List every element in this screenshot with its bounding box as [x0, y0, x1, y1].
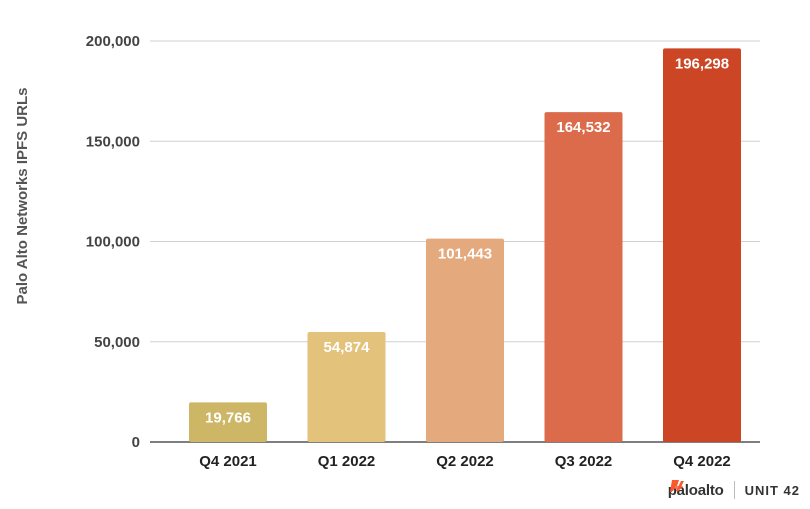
x-category-label: Q2 2022 [436, 453, 494, 470]
bar [544, 112, 623, 442]
y-tick-label: 0 [132, 434, 140, 451]
bars [189, 48, 741, 442]
x-category-label: Q3 2022 [555, 453, 613, 470]
x-category-label: Q4 2021 [199, 453, 257, 470]
y-axis-ticks: 0 50,000 100,000 150,000 200,000 [86, 33, 140, 451]
bar [426, 238, 504, 442]
bar-value-label: 196,298 [675, 55, 729, 72]
unit42-flag-icon [669, 480, 679, 492]
value-labels: 19,766 54,874 101,443 164,532 196,298 [205, 55, 729, 426]
bar-value-label: 19,766 [205, 409, 251, 426]
unit42-logo: UNIT 42 [669, 480, 800, 498]
bar [189, 402, 267, 442]
y-axis-title: Palo Alto Networks IPFS URLs [14, 88, 31, 305]
paloalto-logo-text: paloalto [667, 481, 724, 499]
y-tick-label: 150,000 [86, 133, 140, 150]
branding-footer: paloalto UNIT 42 [668, 479, 800, 501]
bar-value-label: 54,874 [324, 339, 371, 356]
bar [663, 48, 741, 442]
unit42-logo-text: UNIT 42 [744, 482, 800, 498]
x-category-label: Q4 2022 [673, 453, 731, 470]
y-tick-label: 200,000 [86, 33, 140, 50]
bar [307, 331, 386, 442]
x-category-label: Q1 2022 [318, 453, 376, 470]
x-axis-categories: Q4 2021 Q1 2022 Q2 2022 Q3 2022 Q4 2022 [199, 453, 731, 470]
bar-value-label: 164,532 [556, 119, 610, 136]
y-tick-label: 50,000 [94, 334, 140, 351]
logo-divider [733, 481, 735, 499]
y-tick-label: 100,000 [86, 234, 140, 251]
bar-value-label: 101,443 [438, 246, 492, 263]
